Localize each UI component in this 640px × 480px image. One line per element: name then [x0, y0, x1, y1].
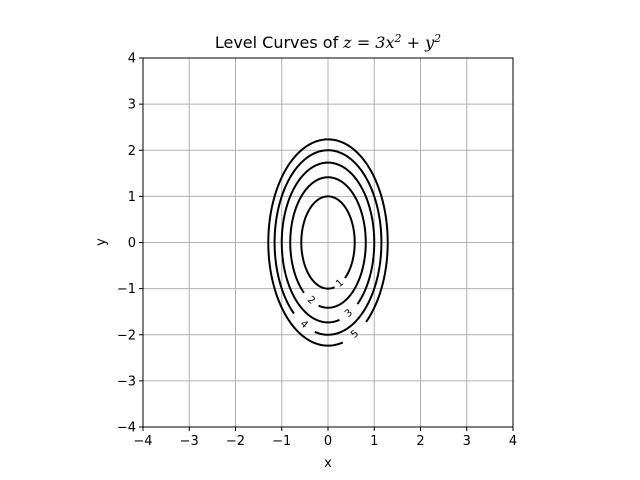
x-tick-label: 2: [416, 434, 424, 449]
y-tick-label: 2: [128, 144, 136, 159]
y-tick-label: 0: [128, 236, 136, 251]
y-tick-label: −1: [117, 282, 136, 297]
y-tick-label: −3: [117, 374, 136, 389]
title-equation: z = 3x: [342, 33, 394, 52]
x-axis-label: x: [324, 456, 332, 471]
x-tick-label: 0: [324, 434, 332, 449]
contour-level-4: [273, 149, 383, 336]
contour-lines: [267, 138, 389, 347]
chart-title: Level Curves of z = 3x2 + y2: [215, 32, 441, 53]
y-tick-label: −2: [117, 328, 136, 343]
title-exponent-2: 2: [433, 32, 441, 45]
contour-level-2: [289, 176, 367, 309]
x-tick-label: 3: [463, 434, 471, 449]
contour-level-5: [267, 138, 389, 347]
x-tick-label: −1: [272, 434, 291, 449]
contour-level-1: [300, 195, 356, 290]
title-exponent-1: 2: [394, 32, 402, 45]
y-axis-label: y: [94, 238, 109, 246]
y-axis-ticks: −4 −3 −2 −1 0 1 2 3 4: [117, 52, 143, 436]
y-tick-label: 3: [128, 98, 136, 113]
x-axis-ticks: −4 −3 −2 −1 0 1 2 3 4: [133, 427, 517, 449]
x-tick-label: −4: [133, 434, 152, 449]
x-tick-label: −2: [226, 434, 245, 449]
y-tick-label: −4: [117, 421, 136, 436]
title-prefix: Level Curves of: [215, 33, 343, 52]
title-equation-plus: + y: [402, 33, 436, 52]
x-tick-label: 4: [509, 434, 517, 449]
x-tick-label: −3: [180, 434, 199, 449]
y-tick-label: 4: [128, 52, 136, 67]
x-tick-label: 1: [370, 434, 378, 449]
contour-level-3: [280, 161, 376, 324]
y-tick-label: 1: [128, 190, 136, 205]
